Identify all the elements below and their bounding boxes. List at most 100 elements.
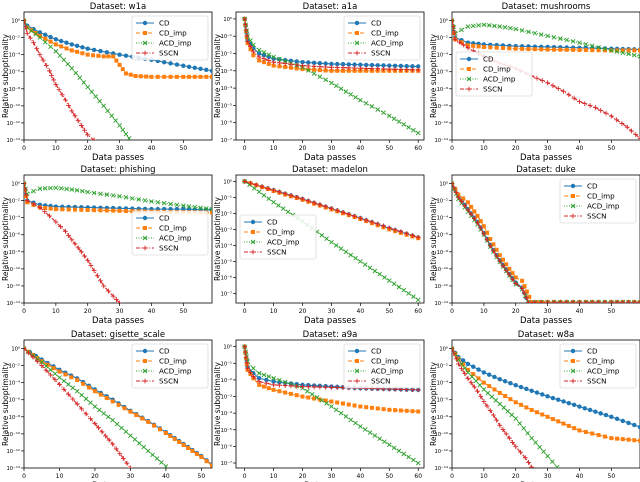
data-point [478, 393, 484, 399]
legend-box [131, 210, 209, 256]
x-tick-label: 30 [328, 473, 336, 480]
data-point [311, 63, 317, 69]
legend-marker [143, 31, 147, 35]
data-point [323, 204, 329, 210]
legend-label: SSCN [159, 377, 179, 386]
data-point [501, 405, 507, 410]
data-point [69, 237, 75, 243]
data-point [146, 419, 151, 424]
data-point [550, 83, 556, 89]
data-point [101, 54, 106, 59]
data-point [311, 60, 317, 66]
plot-frame [235, 11, 425, 141]
chart-title: Dataset: w1a [90, 2, 146, 12]
data-point [475, 220, 480, 226]
data-point [372, 268, 378, 274]
data-point [181, 442, 186, 447]
data-point [243, 349, 248, 355]
data-point [312, 67, 317, 72]
y-tick-label: 10⁻¹² [7, 449, 21, 455]
x-tick-label: 0 [450, 473, 454, 480]
data-point [93, 94, 99, 99]
data-point [47, 213, 52, 219]
legend-label: SSCN [483, 85, 503, 94]
legend-label: CD [159, 19, 170, 28]
data-point [503, 267, 509, 273]
data-point [198, 205, 203, 211]
data-point [210, 210, 212, 215]
data-point [319, 232, 325, 238]
data-point [497, 258, 503, 264]
data-point [79, 406, 85, 412]
data-point [386, 113, 392, 119]
data-point [39, 363, 45, 368]
x-tick-label: 30 [544, 308, 552, 315]
data-point [587, 103, 593, 108]
data-point [311, 200, 317, 206]
legend-label: CD [371, 19, 382, 28]
data-point [348, 417, 354, 423]
x-tick-label: 20 [512, 473, 520, 480]
data-point [123, 195, 129, 200]
data-point [620, 418, 625, 424]
data-point [39, 359, 44, 364]
data-point [346, 62, 351, 67]
data-point [338, 86, 344, 92]
data-point [550, 395, 556, 401]
data-point [485, 390, 491, 396]
data-point [251, 53, 256, 58]
data-point [277, 389, 282, 394]
data-point [323, 61, 328, 66]
data-point [637, 299, 640, 303]
data-point [341, 68, 346, 73]
data-point [282, 383, 288, 388]
data-point [465, 24, 471, 29]
series-line-sscn [244, 18, 419, 71]
data-point [256, 376, 262, 381]
data-point [244, 354, 249, 359]
data-point [392, 66, 398, 72]
chart-panel: Dataset: mushrooms 0 10 20 30 40 50 10⁰ 10⁻² 10⁻⁴… [429, 2, 640, 163]
x-tick-label: 60 [414, 308, 422, 315]
data-point [457, 39, 462, 45]
data-point [48, 34, 53, 40]
y-tick-label: 10⁻¹⁰ [7, 267, 21, 273]
data-point [503, 394, 508, 399]
y-tick-label: 10⁻⁴ [9, 216, 20, 222]
legend-marker [466, 86, 472, 92]
data-point [266, 196, 272, 202]
data-point [266, 386, 271, 391]
plot-frame [23, 339, 213, 469]
data-point [210, 74, 212, 79]
data-point [323, 68, 328, 73]
data-point [243, 27, 249, 33]
data-point [475, 388, 480, 394]
data-point [294, 194, 300, 200]
data-point [58, 38, 64, 44]
data-point [398, 63, 404, 69]
data-point [163, 463, 169, 468]
data-point [69, 42, 74, 47]
data-point [529, 435, 534, 441]
legend-marker [354, 368, 360, 374]
y-axis-label: Relative suboptimality [1, 34, 10, 118]
data-point [91, 53, 96, 58]
data-point [358, 68, 363, 73]
data-point [589, 43, 595, 49]
data-point [587, 407, 593, 413]
data-point [43, 32, 48, 37]
data-point [593, 409, 598, 414]
data-point [363, 65, 369, 71]
chart-title: Dataset: gisette_scale [71, 330, 165, 340]
data-point [150, 452, 155, 458]
x-tick-label: 10 [52, 308, 60, 315]
data-point [632, 48, 637, 53]
y-tick-label: 10⁻⁶ [9, 233, 20, 239]
data-point [602, 48, 607, 53]
data-point [406, 454, 411, 460]
data-point [346, 65, 352, 71]
data-point [461, 362, 466, 367]
data-point [510, 440, 515, 445]
